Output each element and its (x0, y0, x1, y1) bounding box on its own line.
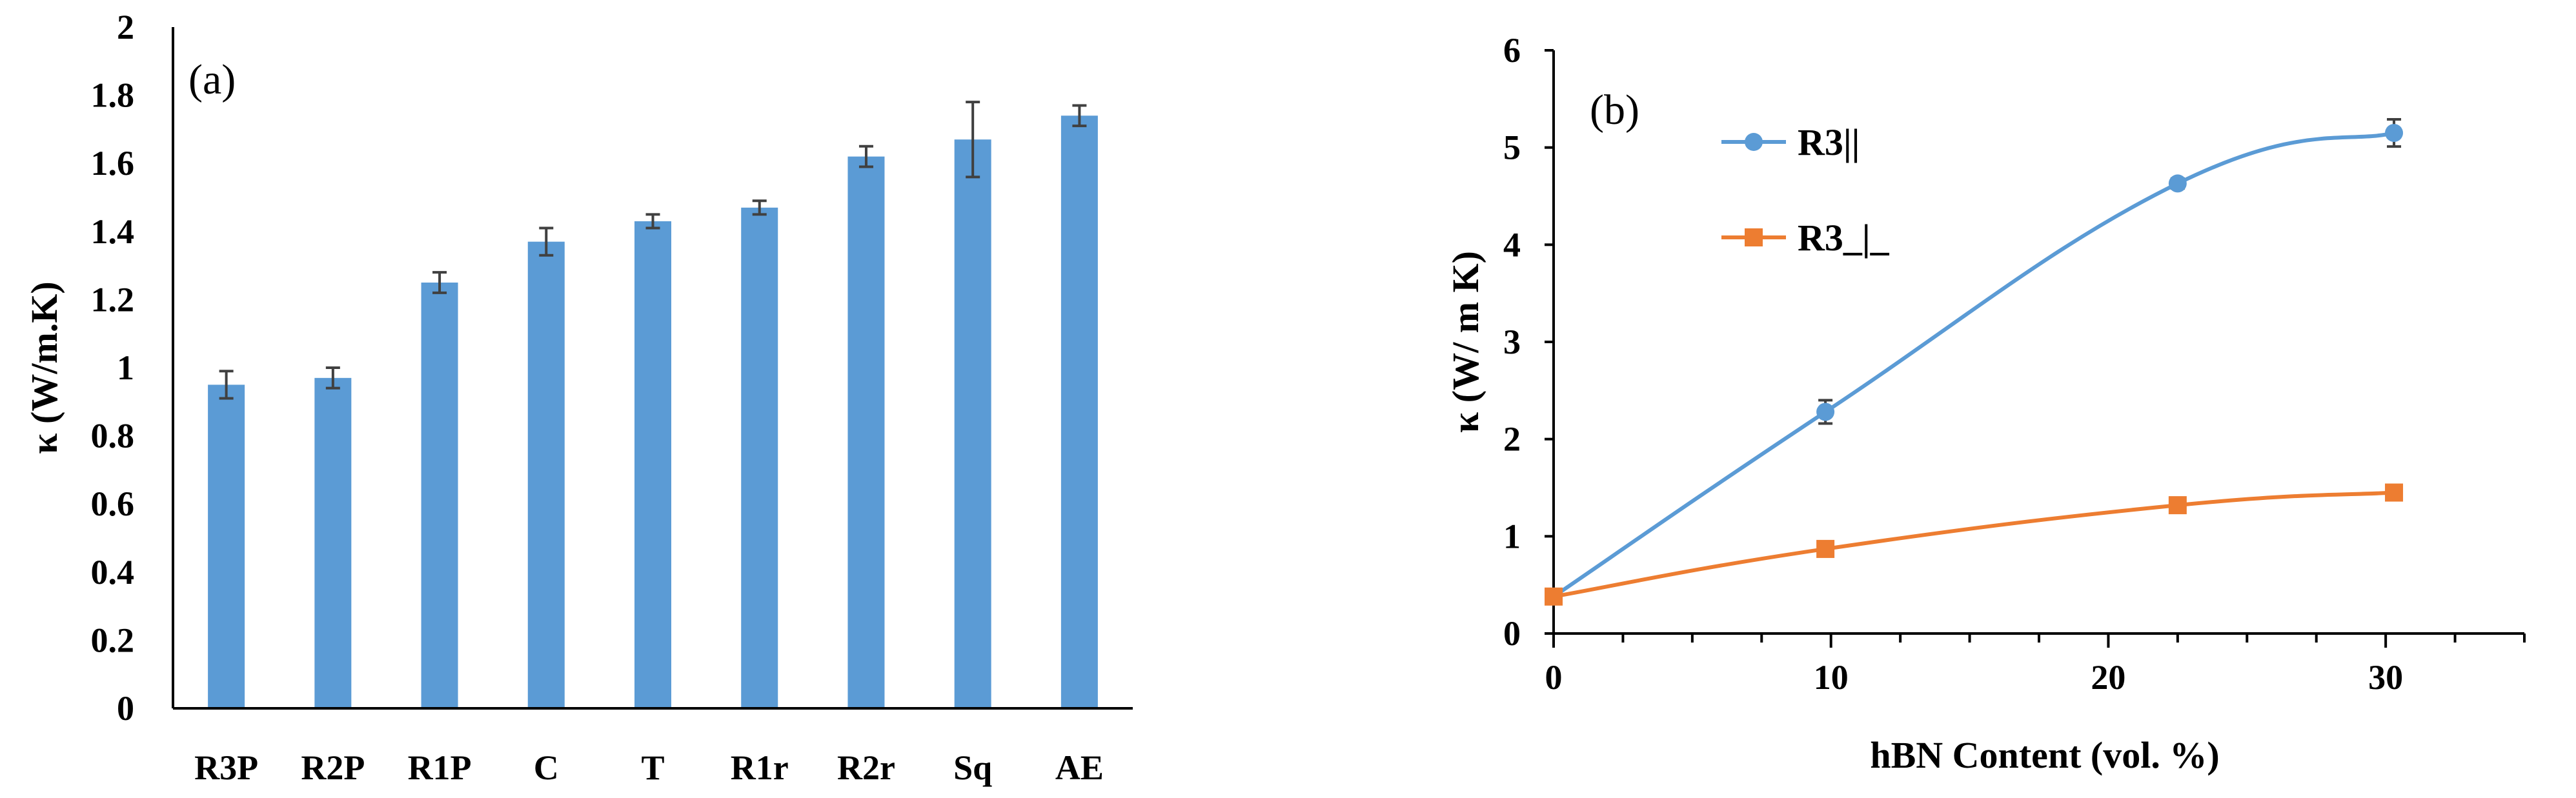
y-tick-label: 1.6 (91, 144, 135, 183)
data-point (2385, 483, 2404, 502)
y-axis-label: κ (W/ m K) (1445, 251, 1486, 433)
x-tick-label: Sq (953, 748, 992, 787)
legend-label: R3_|_ (1798, 217, 1890, 259)
bar (1060, 115, 1098, 708)
error-bar (752, 199, 767, 216)
x-tick-label: R1P (408, 748, 472, 787)
y-tick-label: 1.8 (91, 76, 135, 115)
series-line (1552, 131, 2395, 599)
y-tick-label: 1.4 (91, 212, 135, 251)
x-tick-label: T (641, 748, 664, 787)
y-tick-label: 6 (1503, 31, 1521, 70)
y-tick-label: 1 (1503, 517, 1521, 555)
line-chart-panel: 0 1 2 3 4 5 6 0 10 20 30 hBN Content (vol. %) κ (… (1445, 31, 2526, 776)
y-tick-label: 1.2 (91, 280, 135, 319)
x-axis-label: hBN Content (vol. %) (1870, 734, 2219, 776)
bar (741, 207, 778, 709)
y-axis-label: κ (W/m.K) (23, 281, 65, 454)
x-tick-label: 20 (2091, 658, 2125, 697)
series-0 (1545, 117, 2404, 606)
y-tick-label: 4 (1503, 225, 1521, 264)
x-tick-label: R2r (837, 748, 895, 787)
y-tick-label: 2 (1503, 420, 1521, 459)
y-tick-label: 0.4 (91, 553, 135, 592)
data-point (1816, 403, 1835, 421)
series-lines (1545, 117, 2404, 606)
x-tick-label: C (534, 748, 559, 787)
error-bar (858, 145, 873, 168)
error-bar (966, 101, 980, 179)
legend-item: R3_|_ (1721, 217, 1890, 259)
legend: R3|| R3_|_ (1721, 121, 1890, 259)
data-point (1545, 587, 1563, 606)
x-tick-label: 0 (1545, 658, 1563, 697)
y-tick-label: 0 (117, 689, 134, 728)
legend-item: R3|| (1721, 121, 1860, 163)
data-point (2168, 496, 2187, 515)
x-tick-labels: R3P R2P R1P C T R1r R2r Sq AE (194, 748, 1104, 787)
bar (208, 384, 245, 708)
bar (527, 241, 565, 708)
error-bar (539, 226, 554, 257)
panel-label: (b) (1590, 86, 1639, 134)
y-tick-label: 5 (1503, 128, 1521, 167)
bar (314, 377, 352, 708)
error-bar (432, 271, 447, 294)
bar-chart-panel: 00.20.40.60.811.21.41.61.82 R3P R2P R1P C T R… (23, 8, 1133, 787)
y-tick-labels: 0 1 2 3 4 5 6 (1503, 31, 1521, 653)
y-tick-label: 3 (1503, 323, 1521, 361)
y-tick-label: 0.2 (91, 621, 135, 659)
bar (421, 283, 458, 708)
legend-label: R3|| (1798, 121, 1860, 163)
y-tick-label: 0 (1503, 614, 1521, 653)
bar (954, 139, 991, 709)
y-tick-labels: 0 0.2 0.4 0.6 0.8 1 1.2 1.4 1.6 1.8 2 (91, 8, 135, 728)
series-1 (1545, 483, 2404, 606)
bar (634, 221, 671, 709)
x-tick-label: R3P (194, 748, 258, 787)
legend-marker (1745, 228, 1763, 246)
x-tick-label: 30 (2368, 658, 2403, 697)
x-tick-labels: 0 10 20 30 (1545, 658, 2404, 697)
x-tick-label: 10 (1814, 658, 1849, 697)
y-tick-label: 2 (117, 8, 134, 46)
data-point (1816, 539, 1835, 558)
axis-ticks (1545, 49, 2526, 648)
y-tick-label: 0.8 (91, 417, 135, 455)
data-point (2385, 124, 2404, 143)
error-bar (1072, 104, 1087, 128)
y-tick-label: 0.6 (91, 484, 135, 523)
bars (208, 115, 1098, 709)
x-tick-label: R1r (731, 748, 789, 787)
series-line (1553, 490, 2395, 599)
x-tick-label: R2P (301, 748, 365, 787)
error-bars (219, 101, 1087, 400)
error-bar (219, 370, 234, 400)
legend-marker (1745, 133, 1763, 151)
panel-label: (a) (188, 56, 236, 103)
error-bar (325, 366, 340, 390)
x-tick-label: AE (1055, 748, 1104, 787)
data-point (2168, 174, 2187, 193)
error-bar (645, 213, 660, 230)
bar (847, 156, 885, 708)
y-tick-label: 1 (117, 348, 134, 387)
